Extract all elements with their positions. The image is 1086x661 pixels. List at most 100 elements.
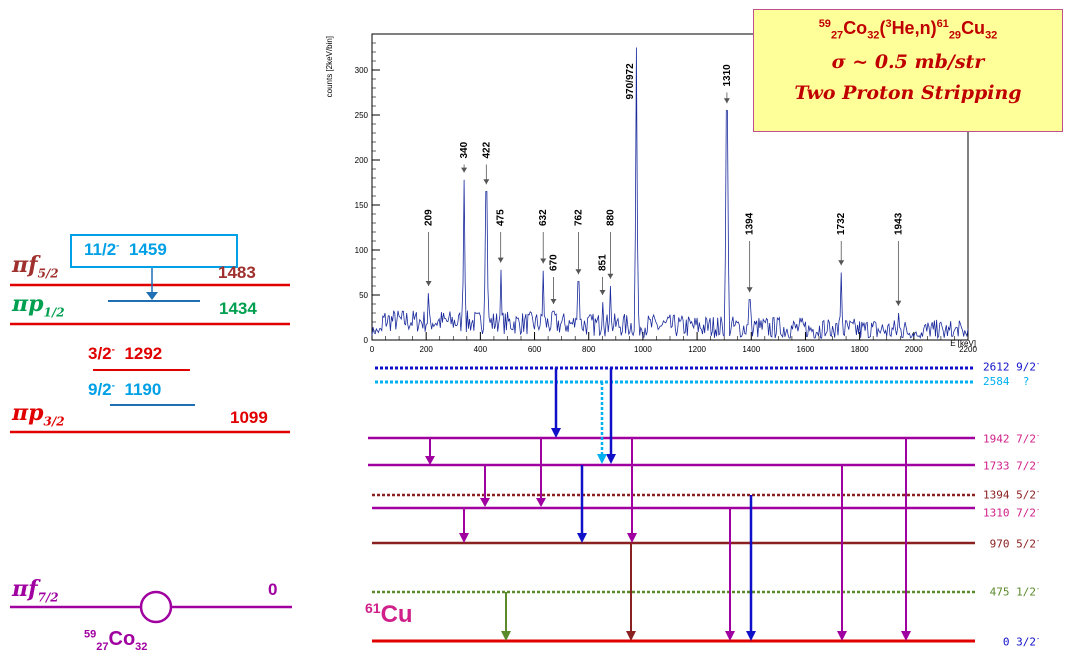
x-tick-label: 0 <box>370 345 375 354</box>
level-1459-box <box>70 234 238 268</box>
arrow-1459-head <box>146 292 158 300</box>
x-tick-label: 800 <box>582 345 596 354</box>
y-axis-label: counts [2keV/bin] <box>325 36 334 97</box>
y-tick-label: 200 <box>355 156 369 165</box>
peak-arrowhead <box>550 299 557 304</box>
transition-970-head <box>627 533 637 543</box>
orbital-p12-label: πp1/2 <box>12 291 65 320</box>
y-tick-label: 50 <box>359 291 368 300</box>
peak-label: 1943 <box>893 212 904 235</box>
cu61-nucleus-label: 61Cu <box>365 600 413 628</box>
y-tick-label: 300 <box>355 66 369 75</box>
peak-label: 880 <box>605 209 616 226</box>
level-0-label: 0 3/2- <box>1002 635 1041 649</box>
level-1942-label: 1942 7/2- <box>983 432 1041 446</box>
peak-label: 475 <box>496 209 507 226</box>
peak-label: 762 <box>573 209 584 226</box>
level-1459-label: 11/2- 1459 <box>84 240 167 260</box>
x-tick-label: 200 <box>420 345 434 354</box>
peak-label: 851 <box>598 254 609 271</box>
peak-label: 340 <box>459 141 470 158</box>
transition-851-head <box>597 454 607 464</box>
transition-880-head <box>606 454 616 464</box>
peak-arrowhead <box>599 290 606 295</box>
orbital-p12-energy: 1434 <box>219 299 257 318</box>
x-tick-label: 1600 <box>797 345 815 354</box>
peak-arrowhead <box>607 273 614 279</box>
level-1310-label: 1310 7/2- <box>983 506 1041 520</box>
orbital-p32-energy: 1099 <box>230 408 268 427</box>
transition-340-head <box>480 498 490 507</box>
nucleus-circle-icon <box>139 590 173 624</box>
y-tick-label: 150 <box>355 201 369 210</box>
co59-nucleus-label: 5927Co32 <box>84 628 148 653</box>
peak-arrowhead <box>723 98 730 104</box>
transition-1732-head <box>837 631 847 641</box>
peak-label: 632 <box>538 209 549 226</box>
peak-label: 1310 <box>722 64 733 87</box>
level-475-label: 475 1/2- <box>989 585 1041 599</box>
x-tick-label: 1000 <box>634 345 652 354</box>
x-tick-label: 1400 <box>742 345 760 354</box>
y-tick-label: 250 <box>355 111 369 120</box>
peak-arrowhead <box>838 260 845 266</box>
peak-label: 1394 <box>745 212 756 235</box>
x-tick-label: 1800 <box>851 345 869 354</box>
peak-arrowhead <box>483 179 490 185</box>
peak-label: 209 <box>424 209 435 226</box>
orbital-p32-label: πp3/2 <box>12 400 65 429</box>
transition-475-head <box>501 631 511 641</box>
transition-209-head <box>425 456 435 465</box>
reaction-info-box: 5927Co32(3He,n)6129Cu32 σ ~ 0.5 mb/str T… <box>753 9 1063 132</box>
transition-548-head <box>536 498 546 507</box>
peak-label: 1732 <box>836 212 847 235</box>
y-tick-label: 100 <box>355 246 369 255</box>
peak-arrowhead <box>895 300 902 306</box>
orbital-f72-label: πf7/2 <box>12 576 59 605</box>
peak-arrowhead <box>425 281 432 286</box>
level-2584-label: 2584 ? <box>983 375 1030 388</box>
transition-1394-head <box>746 631 756 641</box>
level-1459-spin: 11/2 <box>84 240 117 259</box>
peak-arrowhead <box>746 287 753 293</box>
peak-arrowhead <box>540 258 547 264</box>
spectrum-series-line <box>371 47 969 340</box>
shell-model-scheme <box>10 268 292 624</box>
peak-arrowhead <box>497 257 504 263</box>
transition-670-head <box>551 428 561 438</box>
y-tick-label: 0 <box>364 336 369 345</box>
cross-section-label: σ ~ 0.5 mb/str <box>831 50 985 73</box>
reaction-title: Two Proton Stripping <box>794 81 1022 104</box>
transition-1943-head <box>901 631 911 641</box>
orbital-f52-label: πf5/2 <box>12 252 59 281</box>
reaction-label: 5927Co32(3He,n)6129Cu32 <box>818 18 998 42</box>
x-tick-label: 600 <box>528 345 542 354</box>
level-970-label: 970 5/2- <box>989 537 1041 551</box>
transition-970b-head <box>626 631 636 641</box>
level-lines <box>368 366 975 643</box>
peak-arrowhead <box>461 167 468 173</box>
x-tick-label: 1200 <box>688 345 706 354</box>
cu61-level-scheme <box>368 366 975 643</box>
level-1459-energy: 1459 <box>128 240 167 259</box>
transition-arrows <box>425 368 911 641</box>
peak-label: 970/972 <box>625 63 636 100</box>
orbital-f72-energy: 0 <box>268 580 278 599</box>
peak-label: 670 <box>549 254 560 271</box>
transition-762-head <box>577 533 587 543</box>
peak-label: 422 <box>481 141 492 158</box>
level-1394-label: 1394 5/2- <box>983 488 1041 502</box>
level-1733-label: 1733 7/2- <box>983 459 1041 473</box>
level-1292-label: 3/2- 1292 <box>88 344 163 363</box>
level-1190-label: 9/2- 1190 <box>88 380 162 399</box>
orbital-f52-energy: 1483 <box>218 263 256 282</box>
transition-340b-head <box>459 533 469 543</box>
x-axis-label: E [keV] <box>950 339 976 348</box>
level-1459-parity: - <box>116 240 120 252</box>
peak-arrowhead <box>575 269 582 275</box>
transition-1310-head <box>725 631 735 641</box>
x-tick-label: 2200 <box>959 345 977 354</box>
x-tick-label: 2000 <box>905 345 923 354</box>
level-2612-label: 2612 9/2- <box>983 360 1041 374</box>
x-tick-label: 400 <box>474 345 488 354</box>
